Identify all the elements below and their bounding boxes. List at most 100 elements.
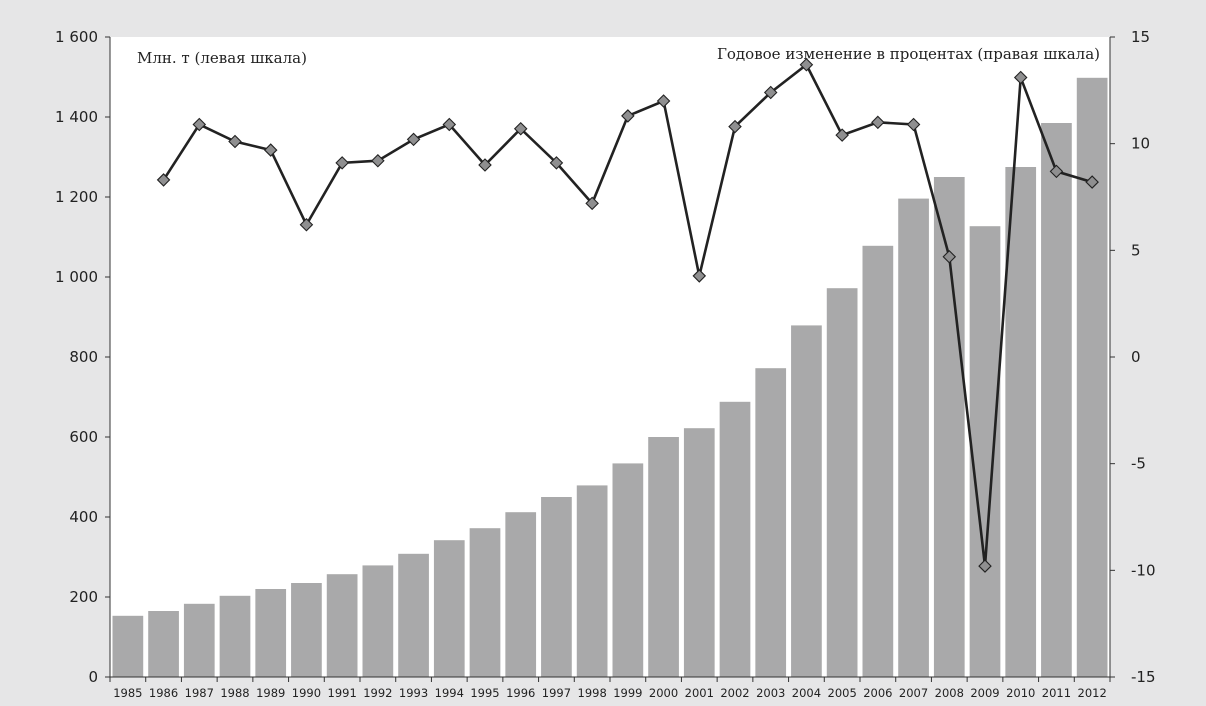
left-tick-label: 1 600	[55, 28, 98, 46]
bar	[826, 288, 858, 677]
left-tick-label: 200	[69, 588, 98, 606]
x-tick-label: 1989	[256, 686, 285, 700]
x-tick-label: 2002	[720, 686, 749, 700]
line-marker	[513, 121, 528, 136]
line-marker	[406, 132, 421, 147]
line-marker	[478, 158, 492, 172]
x-tick-label: 2003	[756, 686, 785, 700]
line-series	[156, 57, 1099, 573]
bar	[255, 589, 287, 677]
x-tick-label: 1992	[363, 686, 392, 700]
line-marker	[942, 249, 957, 264]
line-marker	[763, 85, 778, 100]
bar	[969, 226, 1001, 677]
line-marker	[1049, 164, 1064, 179]
x-tick-label: 1990	[292, 686, 321, 700]
left-tick-label: 1 400	[55, 108, 98, 126]
x-tick-label: 2005	[828, 686, 857, 700]
x-tick-label: 1996	[506, 686, 535, 700]
bar	[612, 463, 644, 677]
line-marker	[692, 269, 707, 283]
x-tick-label: 2011	[1042, 686, 1071, 700]
bar	[398, 553, 429, 677]
bar	[755, 368, 787, 677]
line-marker	[585, 196, 599, 211]
line-marker	[299, 217, 314, 232]
bar	[898, 198, 929, 677]
line-marker	[371, 153, 385, 168]
x-tick-label: 1986	[149, 686, 178, 700]
x-tick-label: 2000	[649, 686, 678, 700]
bar	[362, 565, 394, 677]
x-tick-label: 2004	[792, 686, 821, 700]
bar-series	[112, 77, 1108, 678]
left-tick-label: 1 000	[55, 268, 98, 286]
left-tick-label: 600	[69, 428, 98, 446]
line-marker	[228, 134, 242, 149]
bar	[183, 603, 215, 677]
line-marker	[442, 117, 457, 132]
x-tick-label: 2008	[935, 686, 964, 700]
left-tick-label: 1 200	[55, 188, 98, 206]
axes	[105, 36, 1115, 682]
x-tick-label: 1987	[185, 686, 214, 700]
tick-labels: 0 200 400 600 800 1 000 1 200 1 400 1 600 -15 -10 -…	[55, 28, 1155, 700]
right-axis-annotation: Годовое изменение в процентах (правая шк…	[717, 45, 1100, 63]
right-tick-label: -10	[1131, 561, 1156, 579]
x-tick-label: 2012	[1078, 686, 1107, 700]
bar	[148, 611, 179, 677]
line-marker	[728, 119, 742, 134]
line-marker	[656, 94, 671, 108]
left-axis-annotation: Млн. т (левая шкала)	[137, 49, 307, 67]
bar	[576, 485, 608, 677]
bar	[505, 512, 537, 677]
line-marker	[799, 57, 814, 72]
left-tick-label: 400	[69, 508, 98, 526]
x-tick-label: 1993	[399, 686, 428, 700]
line-marker	[835, 128, 849, 142]
x-tick-label: 1994	[435, 686, 464, 700]
line-marker	[621, 109, 635, 123]
x-tick-label: 2006	[863, 686, 892, 700]
x-tick-label: 1997	[542, 686, 571, 700]
bar	[469, 528, 501, 677]
right-tick-label: 10	[1131, 135, 1150, 153]
line-marker	[156, 173, 171, 187]
bar	[1041, 123, 1072, 677]
bar	[291, 583, 322, 677]
x-tick-label: 1985	[113, 686, 142, 700]
line-marker	[978, 559, 992, 573]
x-tick-label: 2009	[970, 686, 999, 700]
bar	[791, 325, 822, 677]
bar	[719, 401, 751, 677]
line-marker	[906, 117, 921, 132]
right-tick-label: 0	[1131, 348, 1141, 366]
line-marker	[549, 156, 564, 170]
line-marker	[335, 156, 349, 170]
x-tick-label: 2010	[1006, 686, 1035, 700]
right-tick-label: -15	[1131, 668, 1156, 686]
right-tick-label: 5	[1131, 241, 1141, 259]
bar	[219, 595, 251, 677]
bar	[1005, 167, 1037, 677]
x-tick-label: 1991	[328, 686, 357, 700]
bar	[683, 428, 715, 677]
left-tick-label: 800	[69, 348, 98, 366]
bar	[433, 540, 465, 677]
bar	[112, 615, 144, 677]
line-marker	[263, 143, 278, 157]
x-tick-label: 1999	[613, 686, 642, 700]
x-tick-label: 1995	[470, 686, 499, 700]
x-tick-label: 2001	[685, 686, 714, 700]
bar	[648, 437, 679, 677]
line-marker	[1013, 70, 1028, 85]
line-marker	[871, 115, 885, 130]
bar	[541, 497, 572, 677]
line-marker	[1085, 175, 1099, 189]
line-marker	[192, 117, 207, 132]
x-tick-label: 1998	[578, 686, 607, 700]
bar	[326, 574, 358, 677]
x-tick-label: 1988	[220, 686, 249, 700]
right-tick-label: -5	[1131, 455, 1146, 473]
